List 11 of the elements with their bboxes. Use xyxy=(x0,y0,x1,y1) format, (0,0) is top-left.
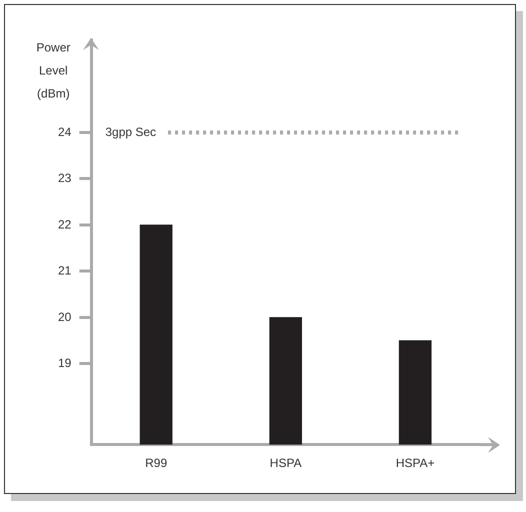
y-tick-label: 19 xyxy=(58,356,72,370)
y-axis-title: Power Level (dBm) xyxy=(36,40,70,100)
x-tick-label: HSPA xyxy=(270,456,302,470)
x-tick-label: HSPA+ xyxy=(396,456,435,470)
x-tick-label: R99 xyxy=(145,456,168,470)
ref-line-label: 3gpp Sec xyxy=(105,124,156,139)
y-tick-label: 24 xyxy=(58,124,72,139)
y-tick-label: 23 xyxy=(58,171,72,186)
y-tick-label: 22 xyxy=(58,217,72,232)
y-tick-label: 20 xyxy=(58,310,72,324)
y-tick-label: 21 xyxy=(58,264,72,278)
